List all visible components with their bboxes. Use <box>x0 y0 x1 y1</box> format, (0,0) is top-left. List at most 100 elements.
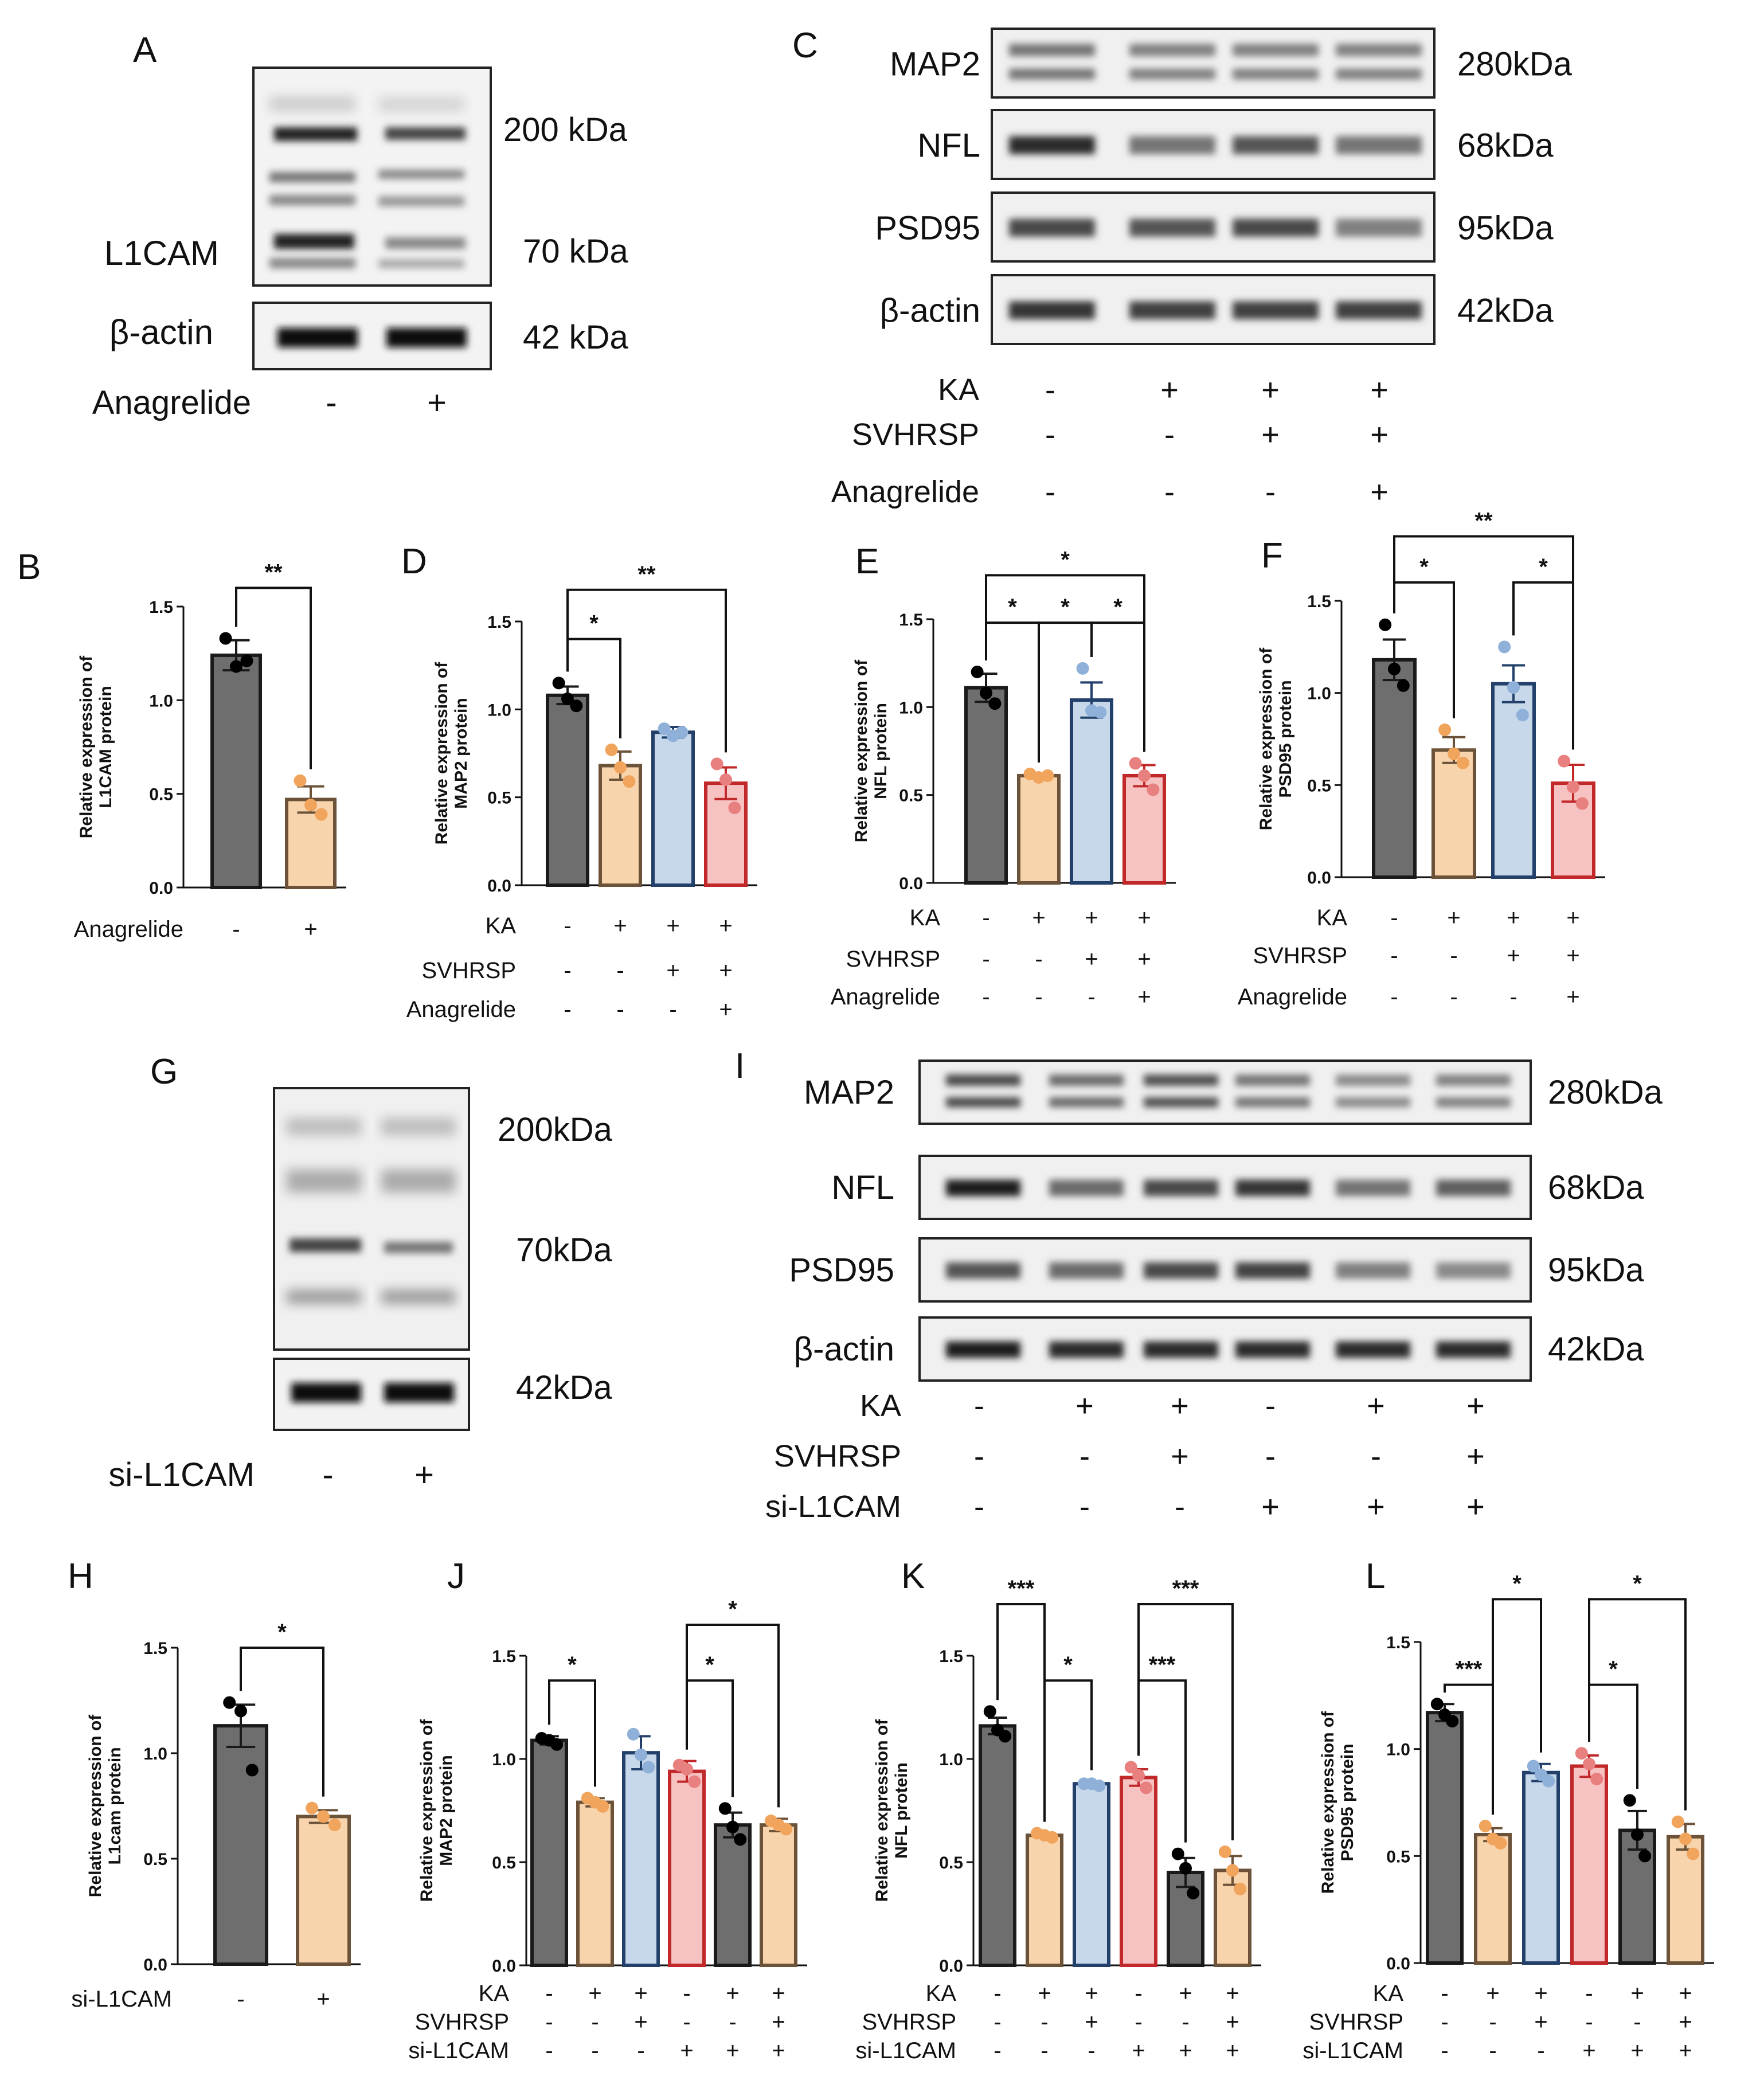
panel-label-b: B <box>17 548 41 587</box>
bar <box>1570 1764 1608 1965</box>
condition-sign: + <box>1171 1439 1189 1473</box>
blot-band <box>1129 68 1215 80</box>
blot-band <box>1049 1074 1124 1086</box>
chart-h: 0.0 0.5 1.0 1.5 Relative expression of L1cam … <box>71 1620 361 2012</box>
panel-i-western-blot: I MAP2 280kDa NFL 68kDa PSD95 95kDa β-actin 42k… <box>735 1046 1663 1524</box>
data-point <box>1187 1887 1200 1899</box>
data-point <box>1590 1772 1603 1785</box>
significance-label: * <box>1008 595 1017 620</box>
blot-g-conditions: si-L1CAM - + <box>108 1456 434 1493</box>
blot-band <box>1336 44 1422 56</box>
significance-label: * <box>1512 1571 1522 1596</box>
blot-band <box>1436 1074 1511 1086</box>
condition-sign: - <box>683 2009 690 2035</box>
blot-band <box>1233 218 1319 237</box>
panel-label-d: D <box>401 542 427 581</box>
significance-bracket <box>686 1624 780 1808</box>
blot-band <box>1144 1097 1218 1108</box>
data-point <box>1638 1850 1652 1863</box>
condition-label: SVHRSP <box>852 417 979 452</box>
bar <box>760 1823 797 1967</box>
condition-sign: + <box>1085 947 1098 972</box>
data-point <box>728 801 741 815</box>
condition-sign: + <box>588 1981 601 2006</box>
y-axis-label: Relative expression of <box>1319 1711 1337 1894</box>
significance-label: * <box>1633 1571 1642 1596</box>
significance-label: * <box>1609 1657 1618 1682</box>
blot-row-label: β-actin <box>794 1331 894 1368</box>
blot-band <box>1336 136 1422 154</box>
data-point <box>971 666 984 678</box>
blot-strip <box>918 1155 1532 1220</box>
condition-label: KA <box>910 905 941 930</box>
condition-sign: + <box>1370 373 1388 407</box>
blot-g-size-70: 70kDa <box>516 1231 612 1269</box>
y-axis-label: Relative expression of <box>873 1719 891 1902</box>
condition-sign: + <box>726 1981 739 2006</box>
data-point <box>658 722 671 736</box>
condition-label: SVHRSP <box>846 947 941 972</box>
data-point <box>223 1696 236 1709</box>
condition-sign: - <box>1390 943 1398 968</box>
panel-l-chart: L 0.0 0.5 1.0 1.5 Relative expression of PSD9… <box>1303 1557 1714 2063</box>
y-axis-label: Relative expression of <box>77 655 96 838</box>
significance-bracket <box>240 1647 324 1797</box>
data-point <box>614 761 627 774</box>
data-point <box>240 654 253 667</box>
blot-band <box>1144 1074 1218 1086</box>
blot-band <box>1144 1179 1218 1197</box>
bar <box>1026 1833 1063 1967</box>
blot-row-size: 42kDa <box>1457 292 1554 330</box>
data-point <box>1041 769 1054 782</box>
condition-sign: + <box>1679 1981 1692 2006</box>
condition-sign: - <box>564 913 571 939</box>
y-tick-label: 0.0 <box>899 874 923 893</box>
y-tick-label: 1.0 <box>1307 685 1331 703</box>
data-point <box>294 774 307 787</box>
significance-bracket <box>235 587 312 769</box>
blot-row-size: 280kDa <box>1548 1074 1663 1111</box>
blot-band <box>1049 1341 1124 1358</box>
condition-sign: - <box>1371 1439 1381 1473</box>
condition-sign: - <box>1265 1389 1276 1423</box>
data-point <box>1679 1832 1692 1846</box>
chart-d: 0.0 0.5 1.0 1.5 Relative expression of MAP2 p… <box>406 562 757 1022</box>
data-point <box>328 1819 341 1832</box>
data-point <box>1124 1761 1137 1774</box>
condition-sign: + <box>1367 1489 1385 1524</box>
significance-bracket <box>1393 535 1574 750</box>
panel-label-l: L <box>1366 1557 1385 1596</box>
condition-sign: - <box>545 2038 553 2063</box>
condition-label: SVHRSP <box>422 958 517 983</box>
blot-band <box>1235 1341 1310 1358</box>
data-point <box>596 1800 609 1813</box>
condition-sign: + <box>1032 905 1045 930</box>
bar <box>979 1724 1016 1967</box>
data-point <box>1671 1815 1684 1828</box>
data-point <box>1479 1820 1492 1833</box>
data-point <box>306 1801 319 1815</box>
condition-sign: - <box>1585 2009 1593 2035</box>
blot-band <box>1235 1179 1310 1197</box>
y-tick-label: 1.5 <box>1307 592 1331 611</box>
chart-b: 0.0 0.5 1.0 1.5 Relative expression of L1CAM … <box>74 560 346 942</box>
data-point <box>718 1802 732 1815</box>
condition-sign: + <box>1447 905 1460 930</box>
blot-c-conditions: KA - + + + SVHRSP - - + + Anagrelide - - - + <box>831 373 1388 509</box>
condition-sign: - <box>1390 905 1398 930</box>
blot-row-size: 95kDa <box>1548 1252 1644 1289</box>
blot-a-size-42: 42 kDa <box>523 319 629 356</box>
data-point <box>980 686 992 699</box>
condition-sign: + <box>1132 2038 1145 2063</box>
data-point <box>1575 1747 1588 1760</box>
condition-label: Anagrelide <box>406 997 516 1022</box>
blot-band <box>1009 301 1095 319</box>
data-point <box>1446 1715 1459 1728</box>
bar <box>964 686 1008 885</box>
condition-sign: - <box>1079 1489 1090 1524</box>
panel-label-i: I <box>735 1046 745 1086</box>
y-axis-label: MAP2 protein <box>452 698 471 808</box>
condition-sign: + <box>1370 475 1388 509</box>
data-point <box>1507 681 1520 694</box>
bar <box>1017 773 1061 885</box>
